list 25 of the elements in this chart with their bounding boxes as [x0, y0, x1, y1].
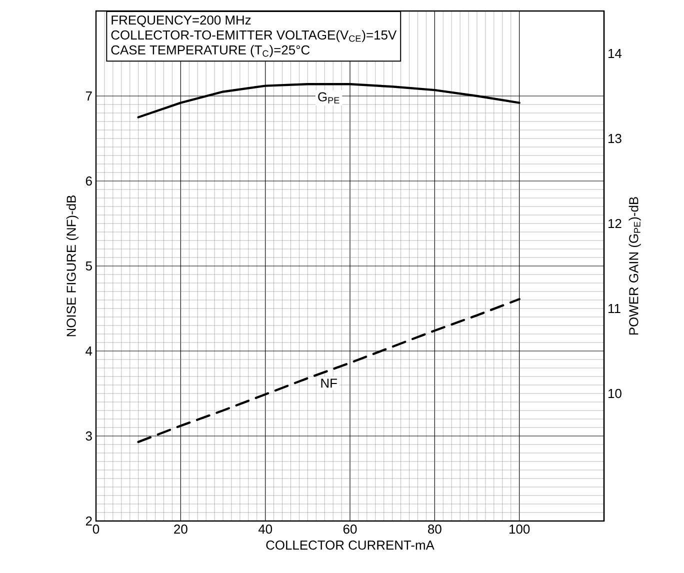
- y-tick-label: 7: [86, 92, 92, 100]
- x-tick-label: 40: [258, 524, 272, 534]
- y-tick-label: 3: [86, 431, 92, 441]
- x-tick-label: 20: [174, 524, 188, 534]
- x-tick-label: 0: [92, 524, 100, 534]
- x-axis-title: COLLECTOR CURRENT-mA: [266, 540, 434, 550]
- y-tick-label: 4: [86, 346, 92, 356]
- x-tick-label: 60: [343, 524, 357, 534]
- annotation: COLLECTOR-TO-EMITTER VOLTAGE(V$_{CE}$)=15V: [111, 30, 397, 42]
- y2-tick-label: 11: [608, 304, 620, 313]
- y2-tick-label: 12: [608, 218, 622, 228]
- x-tick-label: 100: [510, 524, 530, 534]
- y-tick-label: 2: [86, 516, 92, 526]
- y2-tick-label: 14: [608, 49, 622, 58]
- annotation: CASE TEMPERATURE (T$_{C}$)=25°C: [111, 45, 310, 58]
- series-label: NF: [321, 378, 337, 388]
- y2-axis-title: POWER GAIN (G$_{PE}$)-dB: [628, 197, 641, 335]
- y-tick-label: 6: [86, 176, 92, 186]
- y-tick-label: 5: [86, 261, 92, 271]
- series-label: G$_{PE}$: [318, 92, 340, 104]
- y-axis-title: NOISE FIGURE (NF)-dB: [66, 195, 78, 336]
- annotation: FREQUENCY=200 MHz: [112, 15, 251, 27]
- y2-tick-label: 10: [608, 388, 622, 398]
- y2-tick-label: 13: [608, 134, 622, 144]
- x-tick-label: 80: [428, 524, 442, 534]
